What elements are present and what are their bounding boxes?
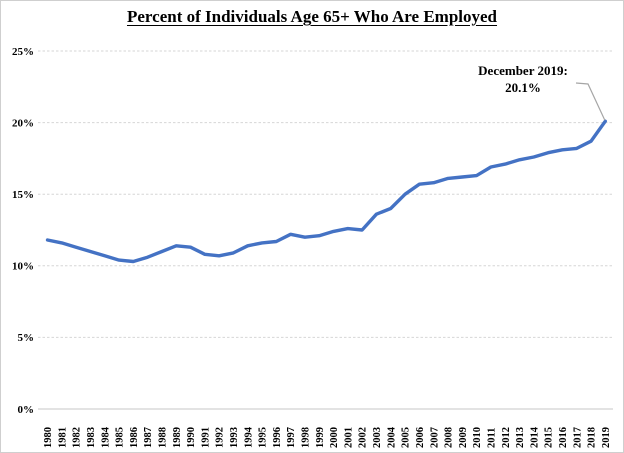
x-axis-tick-label: 1991 bbox=[200, 427, 211, 448]
y-axis-tick-label: 20% bbox=[12, 117, 34, 129]
x-axis-tick-label: 2001 bbox=[343, 427, 354, 448]
x-axis-tick-label: 1985 bbox=[115, 427, 126, 448]
x-axis-tick-label: 2004 bbox=[386, 426, 397, 448]
x-axis-tick-label: 1987 bbox=[143, 427, 154, 448]
x-axis-tick-label: 2005 bbox=[401, 427, 412, 448]
x-axis-tick-label: 2006 bbox=[415, 427, 426, 448]
annotation-line2: 20.1% bbox=[505, 80, 541, 95]
x-axis-tick-label: 2019 bbox=[601, 427, 612, 448]
x-axis-tick-label: 1990 bbox=[186, 427, 197, 448]
x-axis-tick-label: 2000 bbox=[329, 427, 340, 448]
x-axis-tick-label: 2009 bbox=[458, 427, 469, 448]
employment-rate-line bbox=[45, 119, 607, 264]
x-axis-tick-label: 1992 bbox=[215, 427, 226, 448]
x-axis-tick-label: 2011 bbox=[486, 428, 497, 448]
x-axis-tick-label: 2007 bbox=[429, 427, 440, 448]
x-axis-tick-label: 1995 bbox=[258, 427, 269, 448]
x-axis-tick-label: 2002 bbox=[358, 427, 369, 448]
x-axis-tick-label: 2012 bbox=[501, 427, 512, 448]
y-axis-tick-label: 25% bbox=[12, 46, 34, 58]
chart-title: Percent of Individuals Age 65+ Who Are E… bbox=[126, 7, 498, 26]
x-axis-tick-label: 1986 bbox=[129, 427, 140, 448]
x-axis-tick-label: 1988 bbox=[158, 427, 169, 448]
x-axis-tick-label: 2015 bbox=[544, 427, 555, 448]
x-axis-tick-label: 2018 bbox=[587, 427, 598, 448]
x-axis-tick-label: 2017 bbox=[572, 427, 583, 448]
y-axis-tick-label: 15% bbox=[12, 189, 34, 201]
x-axis-tick-label: 1997 bbox=[286, 427, 297, 448]
x-axis-tick-label: 2014 bbox=[529, 426, 540, 448]
x-axis-tick-label: 1993 bbox=[229, 427, 240, 448]
y-axis-tick-label: 0% bbox=[18, 404, 35, 416]
x-axis-tick-label: 2016 bbox=[558, 427, 569, 448]
x-axis-tick-label: 1999 bbox=[315, 427, 326, 448]
x-axis-tick-label: 2008 bbox=[444, 427, 455, 448]
y-axis-tick-label: 10% bbox=[12, 261, 34, 273]
x-axis-tick-label: 1983 bbox=[86, 427, 97, 448]
annotation-leader-line bbox=[575, 82, 606, 121]
x-axis-tick-label: 1996 bbox=[272, 427, 283, 448]
x-axis-tick-label: 2010 bbox=[472, 427, 483, 448]
x-axis-tick-label: 1998 bbox=[301, 427, 312, 448]
x-axis-tick-label: 2013 bbox=[515, 427, 526, 448]
x-axis-tick-label: 1984 bbox=[100, 426, 111, 448]
annotation-line1: December 2019: bbox=[478, 63, 568, 78]
y-axis-tick-label: 5% bbox=[18, 332, 35, 344]
x-axis-tick-label: 1989 bbox=[172, 427, 183, 448]
x-axis-tick-label: 1982 bbox=[72, 427, 83, 448]
x-axis-tick-label: 1980 bbox=[43, 427, 54, 448]
x-axis-tick-label: 1994 bbox=[243, 426, 254, 448]
december-2019-annotation: December 2019: 20.1% bbox=[448, 62, 598, 96]
x-axis-tick-label: 1981 bbox=[57, 427, 68, 448]
x-axis-tick-label: 2003 bbox=[372, 427, 383, 448]
